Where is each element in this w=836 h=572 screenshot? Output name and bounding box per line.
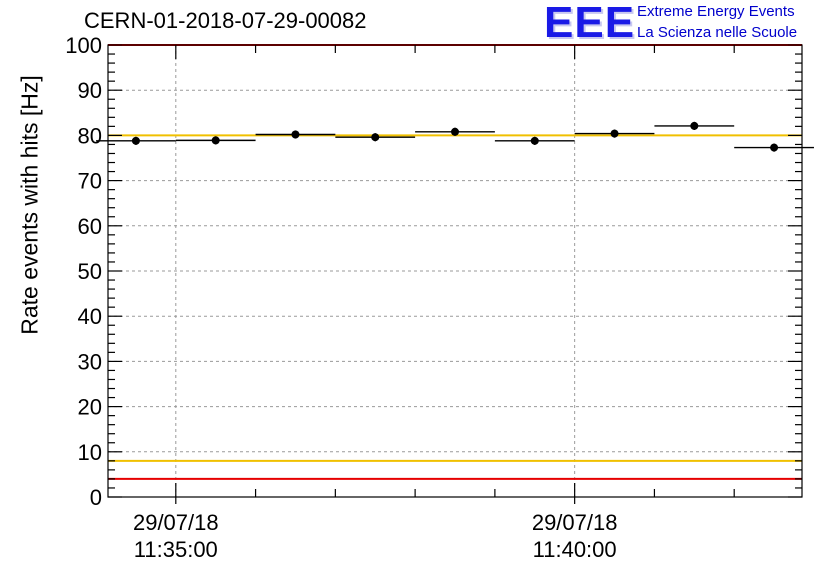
- data-point: [371, 133, 380, 142]
- y-tick-label: 80: [78, 123, 102, 148]
- chart-title: CERN-01-2018-07-29-00082: [84, 8, 367, 33]
- y-tick-label: 10: [78, 440, 102, 465]
- data-point: [291, 130, 300, 139]
- y-tick-label: 100: [65, 33, 102, 58]
- y-tick-label: 50: [78, 259, 102, 284]
- y-tick-label: 60: [78, 214, 102, 239]
- eee-logo-mark: EEE: [544, 0, 636, 47]
- x-tick-label-time: 11:35:00: [134, 537, 218, 562]
- y-tick-label: 70: [78, 169, 102, 194]
- data-point: [690, 121, 699, 130]
- data-point: [610, 129, 619, 138]
- y-tick-label: 90: [78, 78, 102, 103]
- y-tick-label: 40: [78, 304, 102, 329]
- x-tick-label-date: 29/07/18: [532, 510, 618, 535]
- data-point: [770, 143, 779, 152]
- data-point: [211, 136, 220, 145]
- x-tick-label-time: 11:40:00: [533, 537, 617, 562]
- data-point: [530, 136, 539, 145]
- y-tick-label: 20: [78, 395, 102, 420]
- logo-text-line2: La Scienza nelle Scuole: [637, 24, 798, 41]
- data-point: [451, 127, 459, 136]
- y-tick-label: 0: [90, 485, 102, 510]
- y-tick-label: 30: [78, 349, 102, 374]
- x-tick-label-date: 29/07/18: [133, 510, 219, 535]
- logo-text-line1: Extreme Energy Events: [637, 3, 795, 20]
- data-point: [131, 136, 140, 145]
